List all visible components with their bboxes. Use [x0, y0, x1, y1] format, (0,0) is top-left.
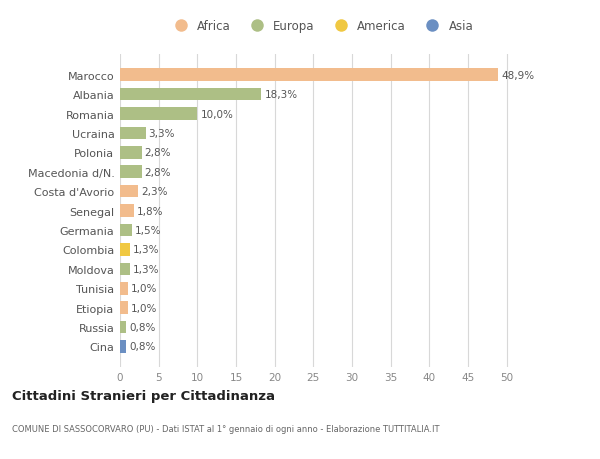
Bar — [120, 127, 146, 140]
Text: 1,8%: 1,8% — [137, 206, 164, 216]
Bar — [120, 147, 142, 159]
Text: 10,0%: 10,0% — [200, 109, 233, 119]
Text: 0,8%: 0,8% — [129, 342, 155, 352]
Bar — [120, 282, 128, 295]
Text: 0,8%: 0,8% — [129, 322, 155, 332]
Text: 2,8%: 2,8% — [145, 148, 171, 158]
Bar — [120, 69, 498, 82]
Text: Cittadini Stranieri per Cittadinanza: Cittadini Stranieri per Cittadinanza — [12, 389, 275, 403]
Bar — [120, 166, 142, 179]
Bar — [120, 205, 134, 218]
Text: 3,3%: 3,3% — [149, 129, 175, 139]
Bar — [120, 244, 130, 256]
Text: 2,8%: 2,8% — [145, 168, 171, 177]
Bar — [120, 108, 197, 121]
Text: 1,3%: 1,3% — [133, 264, 160, 274]
Bar — [120, 341, 126, 353]
Text: 48,9%: 48,9% — [501, 71, 534, 80]
Bar — [120, 263, 130, 275]
Text: 1,3%: 1,3% — [133, 245, 160, 255]
Legend: Africa, Europa, America, Asia: Africa, Europa, America, Asia — [169, 20, 473, 34]
Text: COMUNE DI SASSOCORVARO (PU) - Dati ISTAT al 1° gennaio di ogni anno - Elaborazio: COMUNE DI SASSOCORVARO (PU) - Dati ISTAT… — [12, 425, 439, 433]
Text: 2,3%: 2,3% — [141, 187, 167, 197]
Bar — [120, 185, 138, 198]
Text: 1,5%: 1,5% — [134, 225, 161, 235]
Text: 1,0%: 1,0% — [131, 303, 157, 313]
Bar — [120, 302, 128, 314]
Text: 18,3%: 18,3% — [265, 90, 298, 100]
Bar — [120, 224, 131, 237]
Text: 1,0%: 1,0% — [131, 284, 157, 294]
Bar — [120, 89, 262, 101]
Bar — [120, 321, 126, 334]
